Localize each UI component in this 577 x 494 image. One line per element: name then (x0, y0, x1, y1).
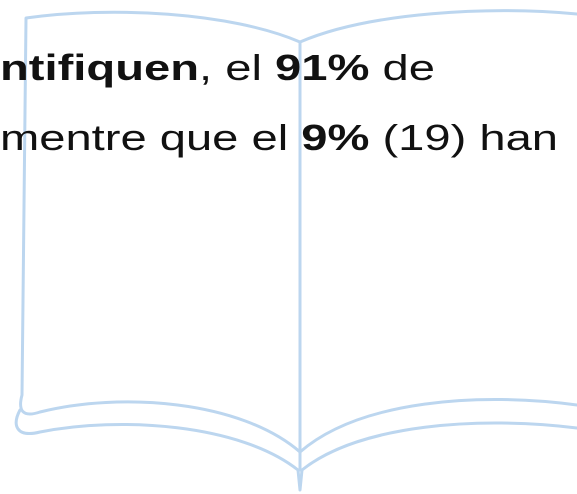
text-span: , el (199, 47, 275, 88)
bold-text: 91% (275, 47, 369, 88)
right-page (298, 9, 577, 454)
text-span: mentre que el (0, 117, 301, 158)
text-line: mentre que el 9% (19) han (0, 117, 558, 158)
bold-text: 9% (301, 117, 369, 158)
book-cover (14, 408, 577, 492)
left-page (19, 10, 302, 454)
text-span: de (369, 47, 435, 88)
text-span: (19) han (369, 117, 558, 158)
book-outline (14, 9, 577, 492)
bold-text: ntifiquen (0, 47, 199, 88)
text-line: ntifiquen, el 91% de (0, 47, 435, 88)
